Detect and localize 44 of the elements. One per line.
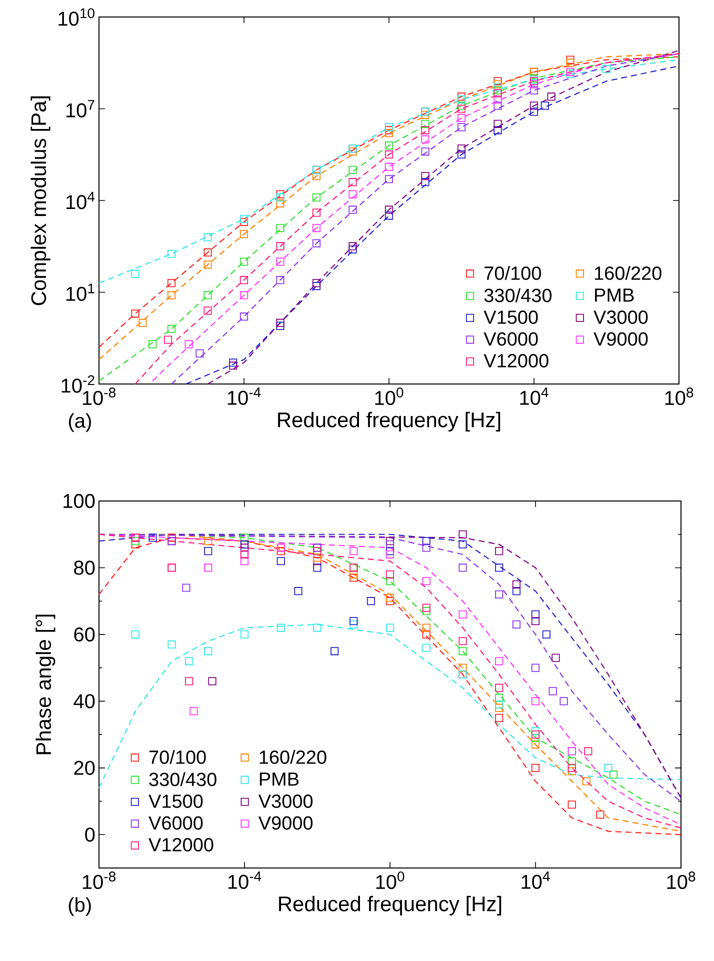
x-tick-label: 10$^{4}$: [520, 388, 548, 405]
y-tick-label: 40: [74, 694, 95, 708]
legend-label: PMB: [595, 288, 634, 302]
text: (a): [68, 413, 91, 432]
x-tick-label: 10$^{8}$: [667, 872, 696, 890]
y-tick-label: 100: [64, 494, 95, 508]
x-tick-label: 10$^{-8}$: [82, 872, 116, 890]
y-axis-title: Phase angle [°]: [36, 614, 56, 754]
legend-label: V12000: [148, 838, 214, 852]
x-tick-label: 10$^{-8}$: [82, 388, 116, 406]
y-tick-label: 10$^{4}$: [66, 192, 95, 210]
x-tick-label: 10$^{-4}$: [228, 388, 261, 405]
y-tick-label: 20: [74, 760, 95, 775]
legend-label: V1500: [484, 310, 538, 324]
y-tick-label: 10$^{10}$: [58, 8, 94, 26]
x-axis-title: Reduced frequency [Hz]: [279, 896, 502, 916]
legend-label: 160/220: [260, 750, 326, 764]
x-tick-label: 10$^{-4}$: [228, 872, 262, 889]
x-axis-title: Reduced frequency [Hz]: [278, 412, 500, 432]
legend-label: 160/220: [594, 266, 662, 280]
legend-label: V9000: [258, 816, 313, 830]
legend-label: 70/100: [149, 750, 206, 764]
x-tick-label: 10$^{0}$: [375, 388, 404, 406]
y-tick-label: 0: [85, 828, 95, 842]
y-tick-label: 10$^{7}$: [66, 100, 94, 118]
text: (b): [68, 897, 91, 916]
x-tick-label: 10$^{4}$: [522, 872, 550, 889]
legend-label: V12000: [484, 354, 548, 368]
legend-label: 70/100: [484, 266, 541, 280]
legend-label: V3000: [258, 794, 313, 808]
legend-label: V9000: [594, 332, 648, 346]
y-tick-label: 10$^{1}$: [66, 284, 94, 301]
legend-label: V6000: [148, 816, 203, 830]
x-tick-label: 10$^{0}$: [376, 872, 404, 890]
legend-label: 330/430: [149, 772, 216, 786]
y-tick-label: 60: [74, 627, 95, 642]
y-tick-label: 80: [74, 560, 95, 575]
y-axis-title: Complex modulus [Pa]: [30, 96, 50, 306]
legend-label: 330/430: [484, 288, 552, 302]
legend-label: V6000: [484, 332, 538, 346]
legend-label: V3000: [594, 310, 648, 324]
x-tick-label: 10$^{8}$: [665, 388, 694, 406]
legend-label: V1500: [148, 794, 203, 808]
legend-label: PMB: [260, 772, 299, 786]
